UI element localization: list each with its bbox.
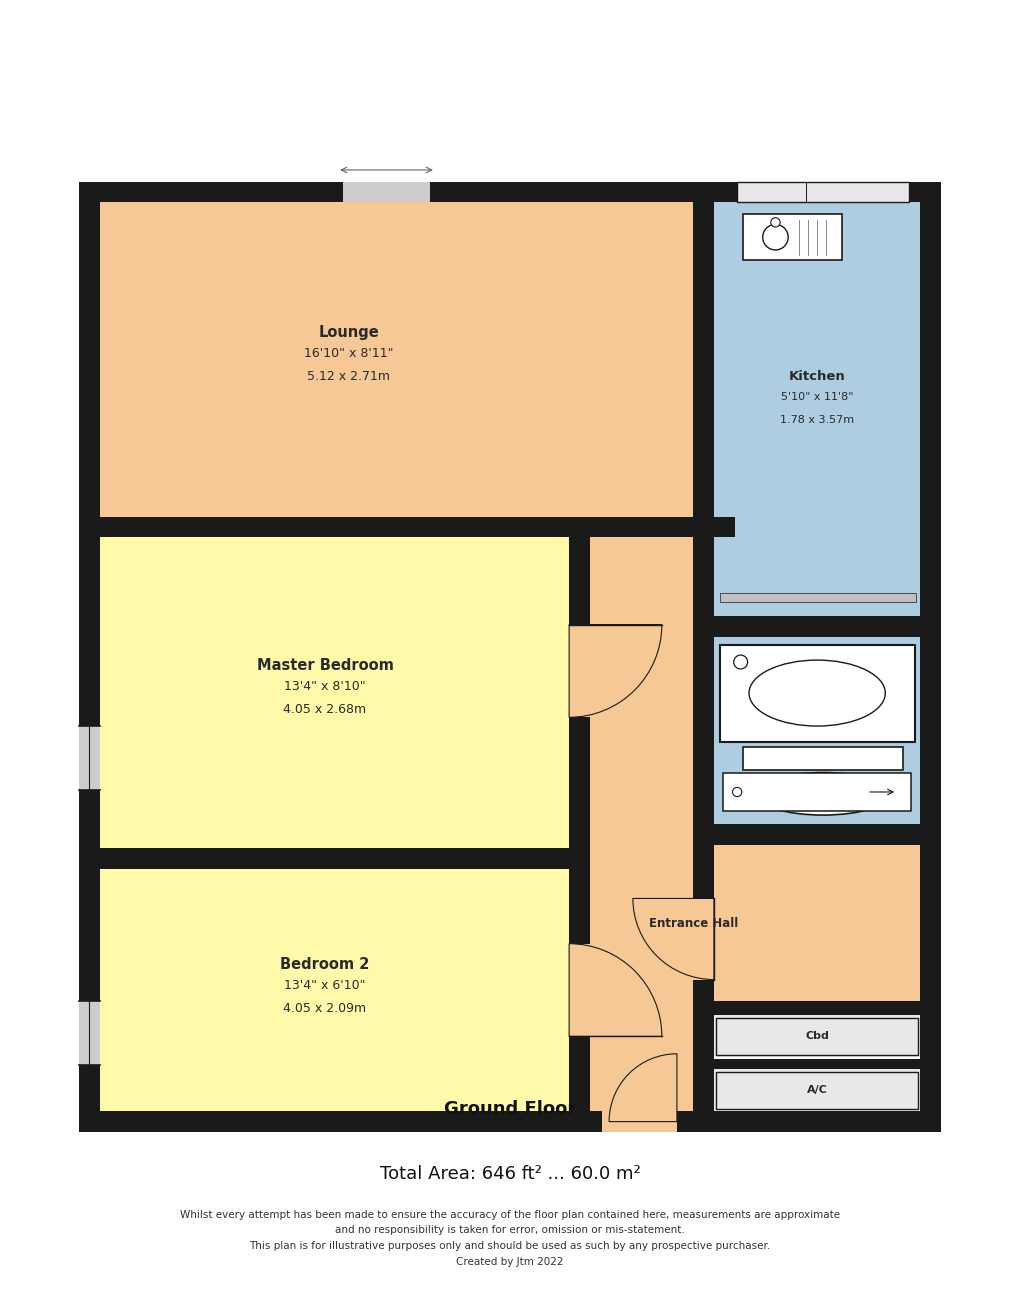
Text: Ground Floor: Ground Floor bbox=[443, 1100, 576, 1118]
Bar bbox=[569, 538, 589, 848]
Wedge shape bbox=[569, 944, 661, 1036]
Bar bbox=[715, 1072, 917, 1109]
Text: 13'4" x 6'10": 13'4" x 6'10" bbox=[284, 979, 366, 992]
Bar bbox=[693, 824, 941, 845]
Text: and no responsibility is taken for error, omission or mis-statement.: and no responsibility is taken for error… bbox=[335, 1225, 684, 1236]
Text: Bedroom 2: Bedroom 2 bbox=[280, 957, 369, 971]
Text: This plan is for illustrative purposes only and should be used as such by any pr: This plan is for illustrative purposes o… bbox=[249, 1241, 770, 1251]
Text: 1.78 x 3.57m: 1.78 x 3.57m bbox=[780, 415, 853, 424]
Bar bbox=[78, 181, 100, 1111]
Circle shape bbox=[733, 655, 747, 669]
Bar bbox=[78, 1001, 100, 1065]
Bar bbox=[742, 214, 841, 260]
Bar bbox=[100, 538, 569, 848]
Text: Cbd: Cbd bbox=[804, 1031, 828, 1042]
Text: Master Bedroom: Master Bedroom bbox=[257, 658, 393, 673]
Circle shape bbox=[770, 217, 780, 227]
Ellipse shape bbox=[754, 772, 890, 815]
Bar bbox=[737, 181, 908, 202]
Text: 5'10" x 11'8": 5'10" x 11'8" bbox=[781, 392, 853, 402]
Circle shape bbox=[732, 788, 741, 797]
Bar bbox=[78, 727, 100, 790]
Text: 4.05 x 2.09m: 4.05 x 2.09m bbox=[283, 1001, 366, 1014]
Wedge shape bbox=[632, 898, 713, 979]
Text: 13'4" x 8'10": 13'4" x 8'10" bbox=[284, 680, 366, 693]
Bar bbox=[589, 517, 713, 1111]
Bar bbox=[342, 181, 430, 202]
Text: Whilst every attempt has been made to ensure the accuracy of the floor plan cont: Whilst every attempt has been made to en… bbox=[179, 1210, 840, 1220]
Text: A/C: A/C bbox=[806, 1086, 826, 1095]
Text: Created by Jtm 2022: Created by Jtm 2022 bbox=[455, 1256, 564, 1267]
Bar bbox=[719, 592, 915, 603]
Ellipse shape bbox=[748, 660, 884, 727]
Bar bbox=[713, 202, 919, 616]
Text: Lounge: Lounge bbox=[318, 324, 379, 340]
Text: Kitchen: Kitchen bbox=[788, 370, 845, 383]
Bar bbox=[569, 944, 589, 1036]
Bar bbox=[742, 747, 902, 769]
Bar bbox=[713, 637, 919, 824]
Bar bbox=[78, 181, 941, 202]
Bar bbox=[737, 181, 908, 202]
Bar bbox=[569, 625, 589, 717]
Bar bbox=[713, 1069, 919, 1111]
Bar bbox=[693, 181, 713, 1111]
Bar bbox=[713, 1016, 919, 1057]
Bar bbox=[100, 868, 569, 1111]
Bar bbox=[693, 1001, 941, 1016]
Ellipse shape bbox=[762, 224, 788, 250]
Wedge shape bbox=[569, 625, 661, 717]
Bar bbox=[601, 1111, 677, 1131]
Bar bbox=[693, 616, 941, 637]
Bar bbox=[78, 517, 734, 538]
Bar bbox=[722, 773, 910, 811]
Text: 5.12 x 2.71m: 5.12 x 2.71m bbox=[307, 370, 390, 383]
Bar bbox=[715, 1017, 917, 1055]
Text: 4.05 x 2.68m: 4.05 x 2.68m bbox=[283, 703, 366, 716]
Bar bbox=[78, 1111, 941, 1131]
Text: 16'10" x 8'11": 16'10" x 8'11" bbox=[304, 346, 393, 359]
Bar bbox=[569, 868, 589, 1111]
Bar bbox=[719, 644, 914, 742]
Bar bbox=[713, 845, 919, 1003]
Bar bbox=[693, 898, 713, 979]
Wedge shape bbox=[608, 1053, 677, 1121]
Bar bbox=[78, 848, 589, 868]
Text: Entrance Hall: Entrance Hall bbox=[648, 917, 738, 930]
Bar bbox=[713, 1059, 919, 1069]
Bar bbox=[100, 202, 693, 517]
Bar bbox=[919, 181, 941, 1131]
Text: Total Area: 646 ft² ... 60.0 m²: Total Area: 646 ft² ... 60.0 m² bbox=[379, 1165, 640, 1184]
